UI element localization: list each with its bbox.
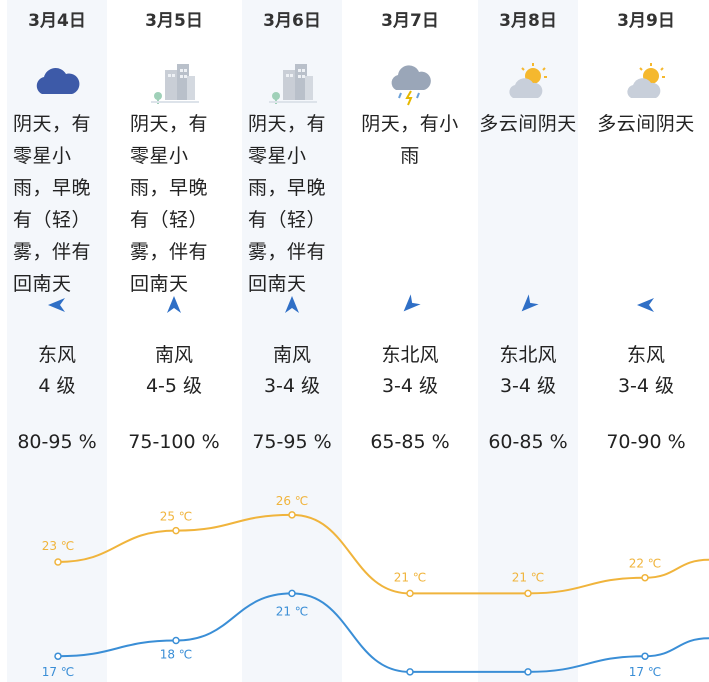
wind-direction: 东北风	[499, 344, 557, 366]
wind-direction: 东风	[37, 344, 76, 366]
arrow-up-icon	[280, 293, 304, 317]
day-column: 3月9日多云间阴天东风 3-4 级 70-90 %	[596, 0, 696, 682]
wind-level: 4 级	[38, 375, 76, 397]
wind-level: 3-4 级	[263, 375, 321, 397]
day-column: 3月5日阴天，有零星小雨，早晚有（轻）雾，伴有回南天南风 4-5 级 75-100 …	[124, 0, 224, 682]
weather-description: 多云间阴天	[479, 113, 577, 135]
wind-level: 4-5 级	[145, 375, 203, 397]
humidity: 80-95 %	[17, 431, 97, 453]
humidity: 75-100 %	[128, 431, 220, 453]
weather-description: 阴天，有零星小雨，早晚有（轻）雾，伴有回南天	[130, 113, 209, 295]
wind-direction: 南风	[154, 344, 193, 366]
fog-buildings-icon	[147, 60, 201, 106]
weather-description: 阴天，有零星小雨，早晚有（轻）雾，伴有回南天	[13, 113, 92, 295]
arrow-up-icon	[162, 293, 186, 317]
day-date: 3月5日	[145, 11, 203, 31]
day-date: 3月6日	[263, 11, 321, 31]
weather-description: 阴天，有小雨	[361, 113, 459, 167]
humidity: 70-90 %	[606, 431, 686, 453]
arrow-down-left-icon	[516, 293, 540, 317]
humidity: 60-85 %	[488, 431, 568, 453]
overcast-cloud-icon	[30, 60, 84, 106]
day-column: 3月6日阴天，有零星小雨，早晚有（轻）雾，伴有回南天南风 3-4 级 75-95 %	[242, 0, 342, 682]
fog-buildings-icon	[265, 60, 319, 106]
weather-description: 阴天，有零星小雨，早晚有（轻）雾，伴有回南天	[248, 113, 327, 295]
arrow-left-icon	[634, 293, 658, 317]
partly-cloudy-sun-icon	[619, 60, 673, 106]
humidity: 65-85 %	[370, 431, 450, 453]
arrow-left-icon	[45, 293, 69, 317]
day-column: 3月7日阴天，有小雨东北风 3-4 级 65-85 %	[360, 0, 460, 682]
partly-cloudy-sun-icon	[501, 60, 555, 106]
day-date: 3月4日	[28, 11, 86, 31]
humidity: 75-95 %	[252, 431, 332, 453]
day-date: 3月9日	[617, 11, 675, 31]
arrow-down-left-icon	[398, 293, 422, 317]
weather-description: 多云间阴天	[597, 113, 695, 135]
wind-direction: 南风	[272, 344, 311, 366]
wind-direction: 东风	[626, 344, 665, 366]
wind-level: 3-4 级	[381, 375, 439, 397]
wind-direction: 东北风	[381, 344, 439, 366]
wind-level: 3-4 级	[617, 375, 675, 397]
day-date: 3月7日	[381, 11, 439, 31]
day-column: 3月8日多云间阴天东北风 3-4 级 60-85 %	[478, 0, 578, 682]
rain-cloud-icon	[383, 60, 437, 106]
day-column: 3月4日阴天，有零星小雨，早晚有（轻）雾，伴有回南天东风 4 级 80-95 %	[7, 0, 107, 682]
day-date: 3月8日	[499, 11, 557, 31]
wind-level: 3-4 级	[499, 375, 557, 397]
